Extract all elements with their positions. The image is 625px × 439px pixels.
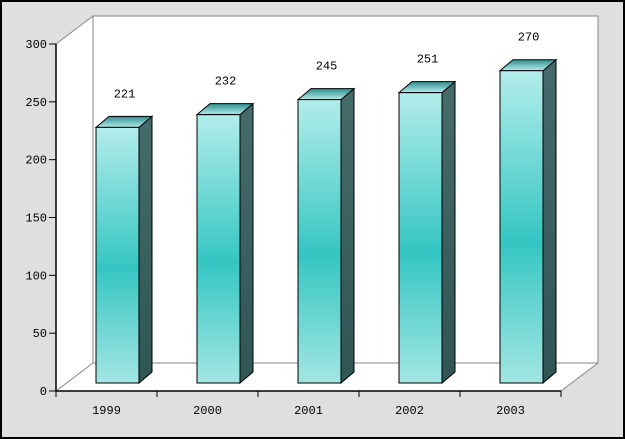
bar-1999: 221 (94, 87, 154, 385)
depth-line-bottom-left (55, 362, 94, 392)
x-category-label: 1999 (92, 404, 121, 418)
depth-line-top-left (55, 15, 94, 45)
bar-2000: 232 (195, 75, 255, 385)
bar-value-label: 270 (518, 31, 540, 45)
bar-side-face (239, 102, 254, 385)
x-category-label: 2000 (193, 404, 222, 418)
x-category-label: 2003 (496, 404, 525, 418)
bar-front-face (196, 114, 241, 384)
y-tick-label: 300 (25, 38, 47, 52)
y-tick-label: 100 (25, 269, 47, 283)
bar-2001: 245 (296, 60, 356, 385)
bar-side-face (340, 87, 355, 385)
bar-2002: 251 (397, 53, 457, 385)
bar-value-label: 245 (316, 60, 338, 74)
bar-front-face (499, 70, 544, 384)
y-tick-label: 200 (25, 154, 47, 168)
x-category-label: 2001 (294, 404, 323, 418)
x-category-label: 2002 (395, 404, 424, 418)
y-tick-label: 0 (40, 385, 47, 399)
bar-side-face (542, 58, 557, 385)
bar-2003: 270 (498, 31, 558, 385)
bar-side-face (138, 115, 153, 385)
depth-line-bottom-right (560, 362, 599, 392)
bar-front-face (398, 92, 443, 384)
y-tick-label: 250 (25, 96, 47, 110)
y-tick-label: 150 (25, 212, 47, 226)
bar-value-label: 251 (417, 53, 439, 67)
y-tick-label: 50 (33, 327, 47, 341)
bar-value-label: 232 (215, 75, 237, 89)
bar-front-face (95, 126, 140, 384)
bar-value-label: 221 (114, 87, 136, 101)
bar-side-face (441, 80, 456, 385)
bar-front-face (297, 99, 342, 384)
